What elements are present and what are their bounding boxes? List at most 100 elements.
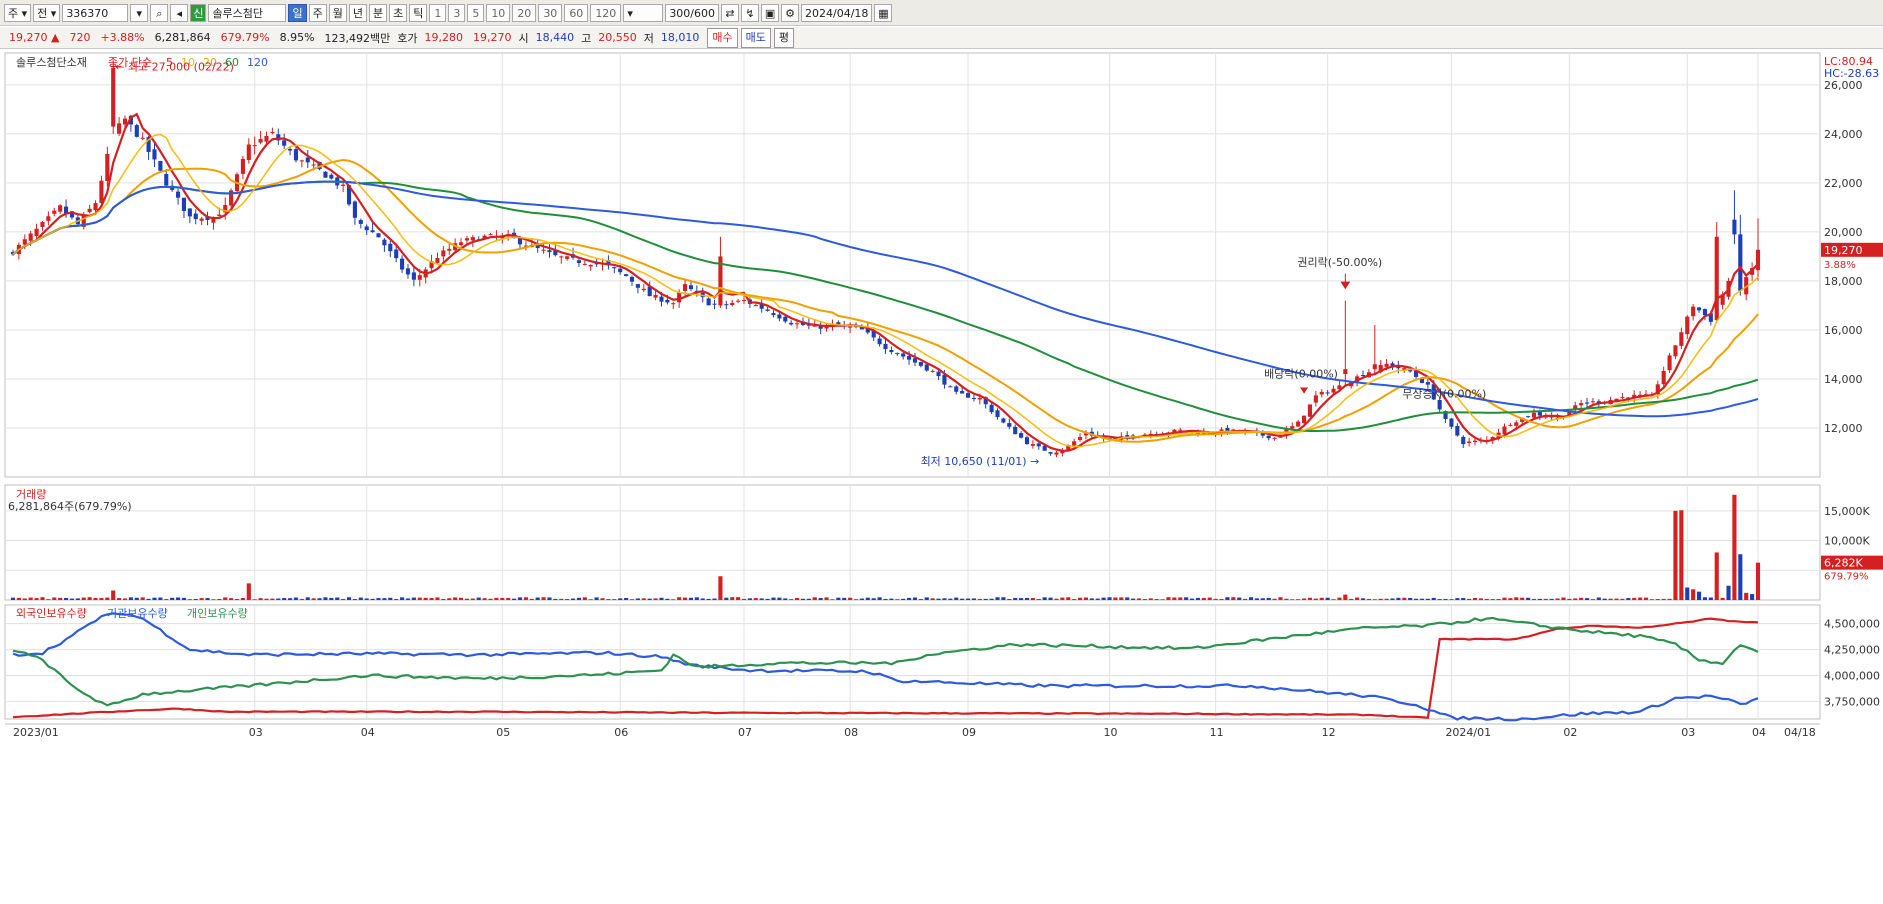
candle-body: [1072, 441, 1077, 446]
volume-bar: [1561, 597, 1566, 600]
volume-bar: [936, 598, 941, 600]
candle-body: [270, 131, 275, 133]
ma-legend-5: 5: [166, 56, 173, 69]
volume-bar: [28, 597, 33, 600]
candle-body: [341, 184, 346, 186]
candle-body: [1638, 394, 1643, 397]
period-year[interactable]: 년: [348, 3, 367, 22]
period-tick[interactable]: 틱: [409, 3, 428, 22]
volume-bar: [264, 598, 269, 600]
volume-bar: [741, 598, 747, 600]
sell-button[interactable]: 매도: [740, 27, 771, 48]
volume-bar: [1048, 597, 1053, 600]
zoom-icon[interactable]: ⇄: [721, 3, 740, 22]
save-icon[interactable]: ▣: [761, 3, 780, 22]
x-tick-label: 07: [738, 726, 752, 739]
candle-body: [848, 326, 853, 328]
x-tick-label: 03: [249, 726, 263, 739]
volume-bar: [883, 599, 888, 600]
candle-body: [176, 191, 181, 198]
interval-30[interactable]: 30: [538, 3, 563, 22]
volume-bar: [1602, 598, 1607, 600]
all-select[interactable]: 전 ▾: [33, 3, 61, 22]
volume-bar: [376, 598, 381, 600]
period-second[interactable]: 초: [389, 3, 408, 22]
volume-bar: [1496, 598, 1501, 600]
type-select[interactable]: 주 ▾: [4, 3, 32, 22]
interval-1[interactable]: 1: [429, 3, 447, 22]
trade-amount: 123,492백만: [324, 31, 391, 45]
period-week[interactable]: 주: [308, 3, 327, 22]
candle-body: [629, 276, 635, 282]
stock-code-input[interactable]: 336370: [62, 3, 129, 22]
volume-bar: [1555, 598, 1560, 600]
candle-body: [1461, 436, 1466, 445]
candle-body: [983, 397, 988, 405]
back-icon[interactable]: ◂: [170, 3, 189, 22]
volume-bar: [246, 583, 251, 600]
interval-120[interactable]: 120: [590, 3, 622, 22]
volume-bar: [1107, 597, 1112, 600]
candle-body: [205, 216, 210, 220]
candle-body: [1526, 416, 1531, 418]
stock-name[interactable]: 솔루스첨단: [208, 3, 287, 22]
buy-button[interactable]: 매수: [707, 27, 738, 48]
candle-body: [1408, 369, 1413, 372]
volume-bar: [1337, 597, 1342, 600]
candle-body: [1425, 382, 1430, 385]
volume-bar: [541, 597, 546, 600]
investor-legend-0: 외국인보유수량: [16, 607, 87, 620]
x-tick-label: 04: [1752, 726, 1766, 739]
evaluate-button[interactable]: 평: [773, 27, 795, 48]
volume-bar: [1248, 597, 1254, 600]
volume-bar: [299, 598, 304, 600]
gear-icon[interactable]: ⚙: [781, 3, 800, 22]
lc-label: LC:80.94: [1824, 55, 1873, 68]
candle-body: [264, 135, 269, 142]
candle-body: [382, 239, 387, 246]
ma5-line: [12, 112, 1759, 452]
volume-bar: [1060, 597, 1065, 600]
volume-bar: [58, 597, 63, 600]
quote-bar: 19,270 ▲ 720 +3.88% 6,281,864 679.79% 8.…: [0, 27, 1883, 49]
candle-body: [724, 304, 729, 306]
candle-body: [435, 258, 440, 263]
volume-bar: [252, 599, 257, 600]
volume-bar: [836, 597, 841, 600]
interval-5[interactable]: 5: [467, 3, 485, 22]
search-icon[interactable]: ⌕: [150, 3, 169, 22]
chart-settings-icon[interactable]: ↯: [741, 3, 760, 22]
volume-bar: [46, 599, 51, 600]
volume-bar: [1419, 598, 1425, 600]
candle-body: [1455, 425, 1460, 436]
interval-60[interactable]: 60: [564, 3, 589, 22]
volume-bar: [352, 599, 357, 600]
candle-body: [1732, 219, 1737, 235]
interval-3[interactable]: 3: [448, 3, 466, 22]
volume-bar: [812, 597, 817, 600]
volume-bar: [223, 597, 228, 600]
volume-bar: [694, 597, 699, 600]
interval-input[interactable]: ▾: [623, 3, 664, 22]
count-input[interactable]: 300/600: [665, 3, 720, 22]
interval-10[interactable]: 10: [486, 3, 511, 22]
volume-bar: [435, 597, 440, 600]
period-minute[interactable]: 분: [368, 3, 388, 22]
date-input[interactable]: 2024/04/18: [801, 3, 873, 22]
volume-bar: [1290, 599, 1295, 600]
period-day[interactable]: 일: [288, 3, 307, 22]
calendar-icon[interactable]: ▦: [874, 3, 893, 22]
interval-20[interactable]: 20: [512, 3, 537, 22]
candle-body: [405, 268, 411, 275]
ma120-line: [12, 180, 1759, 418]
x-tick-label: 04/18: [1784, 726, 1816, 739]
volume-bar: [1296, 599, 1301, 600]
volume-bar: [1425, 598, 1430, 600]
stock-chart[interactable]: 12,000 14,000 16,000 18,000 20,000 22,000 24,0…: [0, 49, 1883, 904]
period-month[interactable]: 월: [328, 3, 347, 22]
dropdown-arrow-icon[interactable]: ▾: [130, 3, 149, 22]
volume-bar: [305, 597, 310, 600]
volume-bar: [1702, 597, 1708, 600]
volume-tick-label: 15,000K: [1824, 505, 1870, 518]
candle-body: [464, 238, 469, 241]
